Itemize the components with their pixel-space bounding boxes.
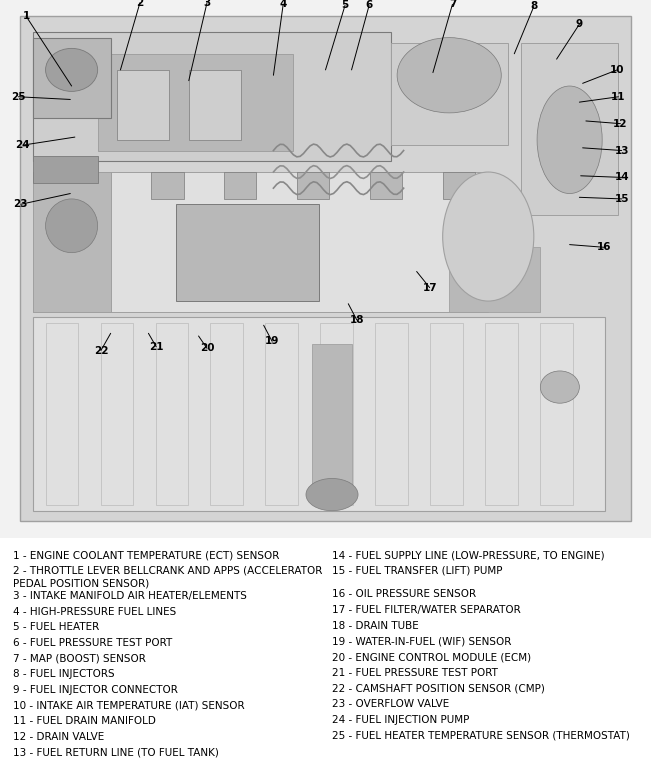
Text: 12: 12	[613, 118, 628, 129]
Bar	[33, 317, 605, 511]
Text: 13: 13	[615, 145, 629, 156]
Ellipse shape	[443, 172, 534, 301]
Bar	[376, 323, 408, 505]
Bar	[297, 172, 329, 199]
Ellipse shape	[397, 38, 501, 113]
Text: 16: 16	[597, 242, 611, 253]
Text: 8 - FUEL INJECTORS: 8 - FUEL INJECTORS	[13, 670, 115, 680]
Bar	[449, 247, 540, 312]
Text: 9 - FUEL INJECTOR CONNECTOR: 9 - FUEL INJECTOR CONNECTOR	[13, 685, 178, 695]
Text: 2: 2	[136, 0, 144, 8]
Text: 21: 21	[149, 342, 163, 352]
Ellipse shape	[46, 199, 98, 253]
Bar	[176, 204, 319, 301]
Bar	[151, 172, 184, 199]
Text: 13 - FUEL RETURN LINE (TO FUEL TANK): 13 - FUEL RETURN LINE (TO FUEL TANK)	[13, 748, 219, 758]
Text: 6: 6	[365, 0, 373, 11]
Text: 16 - OIL PRESSURE SENSOR: 16 - OIL PRESSURE SENSOR	[332, 590, 476, 600]
Text: 21 - FUEL PRESSURE TEST PORT: 21 - FUEL PRESSURE TEST PORT	[332, 668, 498, 678]
Text: 3 - INTAKE MANIFOLD AIR HEATER/ELEMENTS: 3 - INTAKE MANIFOLD AIR HEATER/ELEMENTS	[13, 591, 247, 601]
Text: 12 - DRAIN VALVE: 12 - DRAIN VALVE	[13, 732, 104, 742]
Bar	[266, 323, 298, 505]
Bar	[33, 38, 111, 118]
Bar	[224, 172, 256, 199]
Text: 14: 14	[615, 172, 629, 183]
Text: 11 - FUEL DRAIN MANIFOLD: 11 - FUEL DRAIN MANIFOLD	[13, 717, 156, 727]
Text: 10 - INTAKE AIR TEMPERATURE (IAT) SENSOR: 10 - INTAKE AIR TEMPERATURE (IAT) SENSOR	[13, 700, 245, 710]
Ellipse shape	[306, 478, 358, 511]
Text: 1: 1	[22, 11, 30, 22]
Text: 20: 20	[200, 343, 214, 353]
Text: 6 - FUEL PRESSURE TEST PORT: 6 - FUEL PRESSURE TEST PORT	[13, 638, 173, 648]
Text: 22: 22	[94, 346, 108, 356]
Text: 11: 11	[611, 91, 626, 102]
Text: 1 - ENGINE COOLANT TEMPERATURE (ECT) SENSOR: 1 - ENGINE COOLANT TEMPERATURE (ECT) SEN…	[13, 550, 279, 561]
Text: 23 - OVERFLOW VALVE: 23 - OVERFLOW VALVE	[332, 699, 449, 709]
Text: 22 - CAMSHAFT POSITION SENSOR (CMP): 22 - CAMSHAFT POSITION SENSOR (CMP)	[332, 684, 545, 694]
Text: 3: 3	[203, 0, 211, 8]
Text: 23: 23	[14, 199, 28, 210]
Text: 18: 18	[350, 315, 364, 325]
Text: 20 - ENGINE CONTROL MODULE (ECM): 20 - ENGINE CONTROL MODULE (ECM)	[332, 652, 531, 662]
Bar	[370, 172, 402, 199]
Bar	[486, 323, 518, 505]
Bar	[320, 323, 353, 505]
Bar	[443, 172, 475, 199]
Bar	[78, 172, 111, 199]
Text: 24: 24	[16, 140, 30, 151]
Bar	[521, 43, 618, 215]
Bar	[98, 54, 293, 151]
Bar	[540, 323, 573, 505]
Bar	[33, 172, 111, 312]
Text: 25: 25	[11, 91, 25, 102]
Text: 8: 8	[530, 2, 538, 12]
Bar	[46, 323, 78, 505]
Text: 10: 10	[610, 65, 624, 75]
Text: 25 - FUEL HEATER TEMPERATURE SENSOR (THERMOSTAT): 25 - FUEL HEATER TEMPERATURE SENSOR (THE…	[332, 730, 630, 740]
Text: 19 - WATER-IN-FUEL (WIF) SENSOR: 19 - WATER-IN-FUEL (WIF) SENSOR	[332, 637, 512, 647]
Text: 17: 17	[422, 283, 437, 293]
Text: 19: 19	[265, 336, 279, 346]
Text: 17 - FUEL FILTER/WATER SEPARATOR: 17 - FUEL FILTER/WATER SEPARATOR	[332, 605, 521, 615]
Ellipse shape	[540, 371, 579, 403]
Text: 14 - FUEL SUPPLY LINE (LOW-PRESSURE, TO ENGINE): 14 - FUEL SUPPLY LINE (LOW-PRESSURE, TO …	[332, 550, 605, 561]
Ellipse shape	[46, 48, 98, 91]
Bar	[312, 344, 352, 495]
Bar	[156, 323, 188, 505]
Bar	[391, 43, 508, 145]
Text: 4: 4	[279, 0, 287, 9]
Bar	[210, 323, 243, 505]
Text: 7 - MAP (BOOST) SENSOR: 7 - MAP (BOOST) SENSOR	[13, 654, 146, 664]
Text: PEDAL POSITION SENSOR): PEDAL POSITION SENSOR)	[13, 578, 149, 588]
Text: 18 - DRAIN TUBE: 18 - DRAIN TUBE	[332, 621, 419, 631]
Text: 15: 15	[615, 194, 629, 204]
Text: 7: 7	[449, 0, 456, 9]
Text: 9: 9	[576, 19, 583, 29]
Bar	[33, 32, 391, 161]
Bar	[189, 70, 241, 140]
Bar	[430, 323, 463, 505]
Bar	[117, 70, 169, 140]
Bar	[33, 172, 488, 312]
Text: 5: 5	[341, 0, 349, 11]
Text: 24 - FUEL INJECTION PUMP: 24 - FUEL INJECTION PUMP	[332, 715, 469, 725]
Text: 5 - FUEL HEATER: 5 - FUEL HEATER	[13, 622, 99, 632]
Text: 2 - THROTTLE LEVER BELLCRANK AND APPS (ACCELERATOR: 2 - THROTTLE LEVER BELLCRANK AND APPS (A…	[13, 566, 322, 576]
Text: 15 - FUEL TRANSFER (LIFT) PUMP: 15 - FUEL TRANSFER (LIFT) PUMP	[332, 566, 503, 576]
Bar	[33, 156, 98, 183]
Text: 4 - HIGH-PRESSURE FUEL LINES: 4 - HIGH-PRESSURE FUEL LINES	[13, 607, 176, 617]
Bar	[100, 323, 133, 505]
Ellipse shape	[537, 86, 602, 194]
